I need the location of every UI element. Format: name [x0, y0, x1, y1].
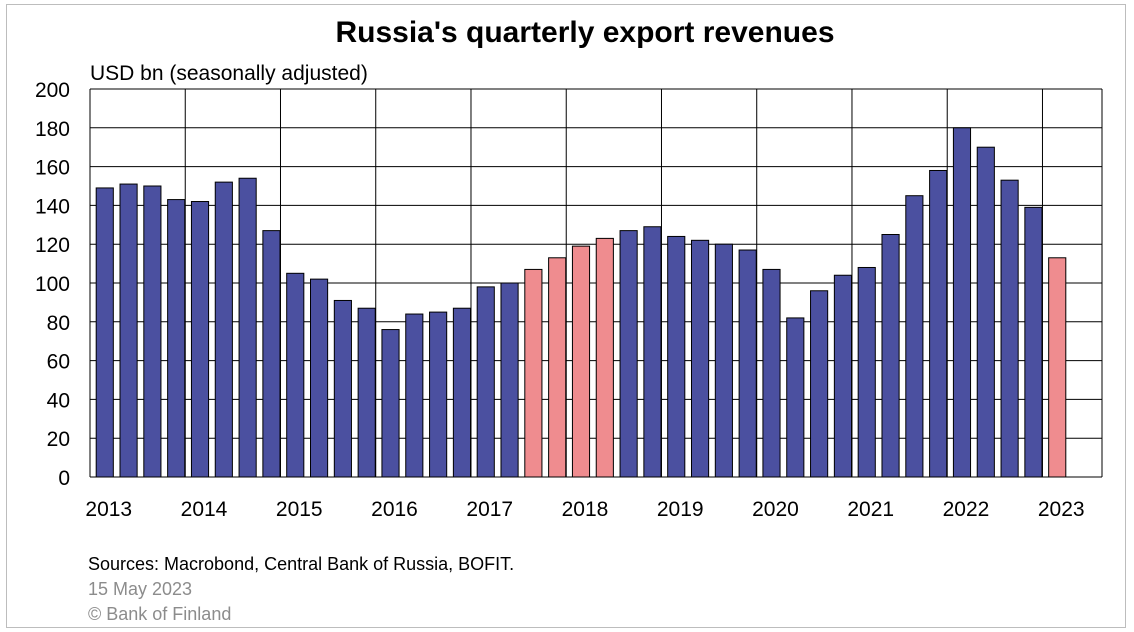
bar-2021-q2: [881, 234, 900, 478]
bar-2018-q3: [619, 230, 638, 478]
bar-2016-q3: [429, 311, 448, 478]
x-tick-label: 2023: [1038, 498, 1085, 521]
x-tick-label: 2015: [276, 498, 323, 521]
y-axis-ticks: 0 20 40 60 80 100 120 140 160 180 200: [35, 79, 70, 490]
bar-2019-q1: [667, 235, 686, 478]
y-axis-unit-label: USD bn (seasonally adjusted): [90, 62, 368, 85]
bar-2013-q4: [167, 199, 186, 478]
x-tick-label: 2016: [371, 498, 418, 521]
bar-2013-q2: [119, 183, 138, 478]
bar-2023-q1: [1048, 257, 1067, 478]
chart-title: Russia's quarterly export revenues: [335, 16, 834, 49]
bar-2016-q4: [452, 307, 472, 478]
bar-2016-q2: [405, 313, 424, 478]
y-tick-label: 0: [58, 467, 70, 490]
bar-2017-q1: [476, 286, 495, 478]
y-tick-label: 160: [35, 157, 70, 180]
x-tick-label: 2017: [466, 498, 513, 521]
bar-2022-q1: [952, 127, 972, 478]
bar-2019-q3: [714, 243, 733, 478]
bar-2020-q2: [786, 317, 805, 478]
bar-2022-q3: [1000, 179, 1019, 478]
bar-2017-q2: [500, 282, 519, 478]
bar-2014-q3: [238, 177, 257, 478]
bar-2022-q2: [976, 146, 995, 478]
y-tick-label: 100: [35, 273, 70, 296]
y-tick-label: 20: [47, 428, 70, 451]
y-tick-label: 60: [47, 351, 70, 374]
y-tick-label: 180: [35, 118, 70, 141]
bar-2019-q2: [690, 239, 710, 478]
bar-2018-q2: [595, 237, 614, 478]
bar-2016-q1: [381, 329, 400, 478]
bar-2014-q4: [262, 230, 281, 478]
bar-2013-q3: [143, 185, 162, 478]
y-tick-label: 140: [35, 195, 70, 218]
bar-2017-q4: [548, 257, 567, 478]
bar-2018-q1: [571, 245, 591, 478]
y-tick-label: 120: [35, 234, 70, 257]
bars: [95, 127, 1067, 478]
bar-2015-q1: [286, 272, 305, 478]
y-tick-label: 40: [47, 389, 70, 412]
bar-2022-q4: [1024, 206, 1043, 478]
x-tick-label: 2022: [943, 498, 990, 521]
x-tick-label: 2018: [562, 498, 609, 521]
bar-2021-q4: [929, 169, 948, 478]
bar-2020-q1: [762, 268, 781, 478]
bar-2015-q3: [333, 299, 352, 478]
bar-2014-q1: [190, 201, 210, 478]
sources-note: Sources: Macrobond, Central Bank of Russ…: [88, 554, 514, 574]
bar-2015-q2: [310, 278, 329, 478]
bar-2021-q1: [857, 266, 876, 478]
x-tick-label: 2013: [85, 498, 132, 521]
y-tick-label: 80: [47, 312, 70, 335]
x-tick-label: 2014: [181, 498, 228, 521]
bar-2020-q4: [833, 274, 852, 478]
copyright-note: © Bank of Finland: [88, 604, 231, 624]
x-tick-label: 2021: [847, 498, 894, 521]
bar-2013-q1: [95, 187, 114, 478]
x-tick-label: 2019: [657, 498, 704, 521]
bar-2018-q4: [643, 226, 662, 478]
bar-2021-q3: [905, 195, 924, 478]
bar-2015-q4: [357, 307, 376, 478]
bar-2019-q4: [738, 249, 757, 478]
x-tick-label: 2020: [752, 498, 799, 521]
bar-2014-q2: [214, 181, 233, 478]
publication-date: 15 May 2023: [88, 579, 192, 599]
y-tick-label: 200: [35, 79, 70, 102]
x-axis-ticks: 2013 2014 2015 2016 2017 2018 2019 2020 2021 2022…: [85, 498, 1084, 521]
bar-2017-q3: [524, 268, 543, 478]
bar-2020-q3: [810, 290, 829, 478]
